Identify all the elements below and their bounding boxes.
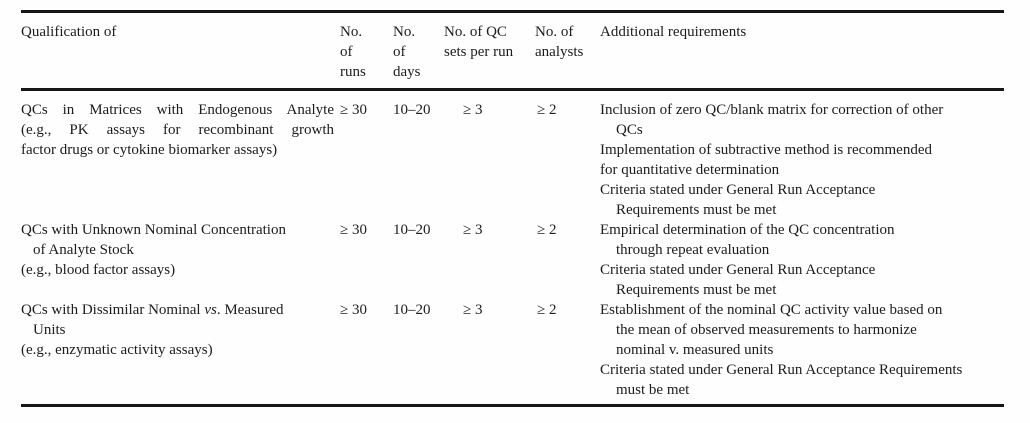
- runs-cell: ≥ 30: [340, 300, 393, 320]
- additional-requirements-cell: Establishment of the nominal QC activity…: [600, 300, 1004, 400]
- qualification-cell: QCs in Matrices with Endogenous Analyte …: [21, 100, 340, 160]
- text-line: (e.g., enzymatic activity assays): [21, 342, 213, 358]
- analysts-cell: ≥ 2: [535, 300, 600, 320]
- text-line: Criteria stated under General Run Accept…: [600, 182, 876, 198]
- qc-sets-cell: ≥ 3: [444, 220, 535, 240]
- days-value: 10–20: [393, 302, 431, 318]
- table-top-rule: [21, 10, 1004, 13]
- header-label: Qualification of: [21, 24, 117, 40]
- text-line: of Analyte Stock: [33, 242, 134, 258]
- analysts-cell: ≥ 2: [535, 220, 600, 240]
- qc-sets-value: ≥ 3: [463, 302, 483, 318]
- table-body: QCs in Matrices with Endogenous Analyte …: [21, 91, 1004, 400]
- text-line: the mean of observed measurements to har…: [616, 322, 917, 338]
- header-row: Qualification of No. of runs No. of days…: [21, 13, 1004, 88]
- analysts-cell: ≥ 2: [535, 100, 600, 120]
- header-label: days: [393, 64, 421, 80]
- runs-value: ≥ 30: [340, 222, 367, 238]
- text-segment: . Measured: [216, 302, 284, 318]
- qc-sets-cell: ≥ 3: [444, 100, 535, 120]
- runs-cell: ≥ 30: [340, 220, 393, 240]
- header-no-of-runs: No. of runs: [340, 22, 393, 82]
- header-no-of-qc-sets-per-run: No. of QC sets per run: [444, 22, 535, 62]
- days-cell: 10–20: [393, 100, 444, 120]
- qualification-cell: QCs with Unknown Nominal Concentration o…: [21, 220, 340, 280]
- header-no-of-analysts: No. of analysts: [535, 22, 600, 62]
- table-row-qcs-dissimilar-units: QCs with Dissimilar Nominal vs. Measured…: [21, 300, 1004, 400]
- additional-requirements-cell: Empirical determination of the QC concen…: [600, 220, 1004, 300]
- runs-cell: ≥ 30: [340, 100, 393, 120]
- text-line: QCs: [616, 122, 643, 138]
- header-label: Additional requirements: [600, 24, 747, 40]
- text-line: Requirements must be met: [616, 282, 777, 298]
- header-label: No.: [393, 24, 416, 40]
- days-cell: 10–20: [393, 220, 444, 240]
- text-line: nominal v. measured units: [616, 342, 774, 358]
- text-line: Establishment of the nominal QC activity…: [600, 302, 943, 318]
- days-cell: 10–20: [393, 300, 444, 320]
- table-row-qcs-unknown-nominal-concentration: QCs with Unknown Nominal Concentration o…: [21, 220, 1004, 300]
- text-line: for quantitative determination: [600, 162, 780, 178]
- text-line: Empirical determination of the QC concen…: [600, 222, 895, 238]
- header-qualification-of: Qualification of: [21, 22, 340, 42]
- runs-value: ≥ 30: [340, 102, 367, 118]
- text-line: Criteria stated under General Run Accept…: [600, 362, 963, 378]
- qc-sets-cell: ≥ 3: [444, 300, 535, 320]
- qualification-table: Qualification of No. of runs No. of days…: [21, 10, 1004, 407]
- italic-vs: vs: [204, 302, 217, 318]
- text-line: through repeat evaluation: [616, 242, 770, 258]
- text-line: Units: [33, 322, 66, 338]
- header-label: of: [340, 44, 353, 60]
- text-line: QCs in Matrices with Endogenous Analyte: [21, 102, 334, 118]
- additional-requirements-cell: Inclusion of zero QC/blank matrix for co…: [600, 100, 1004, 220]
- header-label: analysts: [535, 44, 584, 60]
- qc-sets-value: ≥ 3: [463, 102, 483, 118]
- text-line: (e.g., PK assays for recombinant growth: [21, 122, 334, 138]
- header-additional-requirements: Additional requirements: [600, 22, 1004, 42]
- text-line: Requirements must be met: [616, 202, 777, 218]
- qualification-cell: QCs with Dissimilar Nominal vs. Measured…: [21, 300, 340, 360]
- table-header-rule: [21, 88, 1004, 91]
- analysts-value: ≥ 2: [537, 222, 557, 238]
- text-line: factor drugs or cytokine biomarker assay…: [21, 142, 278, 158]
- text-segment: QCs with Dissimilar Nominal: [21, 302, 205, 318]
- text-line: Inclusion of zero QC/blank matrix for co…: [600, 102, 944, 118]
- runs-value: ≥ 30: [340, 302, 367, 318]
- header-label: No. of: [535, 24, 574, 40]
- header-label: No. of QC: [444, 24, 507, 40]
- text-line: Implementation of subtractive method is …: [600, 142, 932, 158]
- text-line: QCs with Dissimilar Nominal vs. Measured: [21, 300, 334, 320]
- header-label: runs: [340, 64, 366, 80]
- text-line: Criteria stated under General Run Accept…: [600, 262, 876, 278]
- header-no-of-days: No. of days: [393, 22, 444, 82]
- analysts-value: ≥ 2: [537, 302, 557, 318]
- text-line: QCs with Unknown Nominal Concentration: [21, 222, 286, 238]
- text-line: (e.g., blood factor assays): [21, 262, 176, 278]
- qc-sets-value: ≥ 3: [463, 222, 483, 238]
- table-row-qcs-endogenous-analyte: QCs in Matrices with Endogenous Analyte …: [21, 100, 1004, 220]
- header-label: of: [393, 44, 406, 60]
- header-label: sets per run: [444, 44, 514, 60]
- header-label: No.: [340, 24, 363, 40]
- table-bottom-rule: [21, 404, 1004, 407]
- days-value: 10–20: [393, 102, 431, 118]
- analysts-value: ≥ 2: [537, 102, 557, 118]
- text-line: must be met: [616, 382, 690, 398]
- days-value: 10–20: [393, 222, 431, 238]
